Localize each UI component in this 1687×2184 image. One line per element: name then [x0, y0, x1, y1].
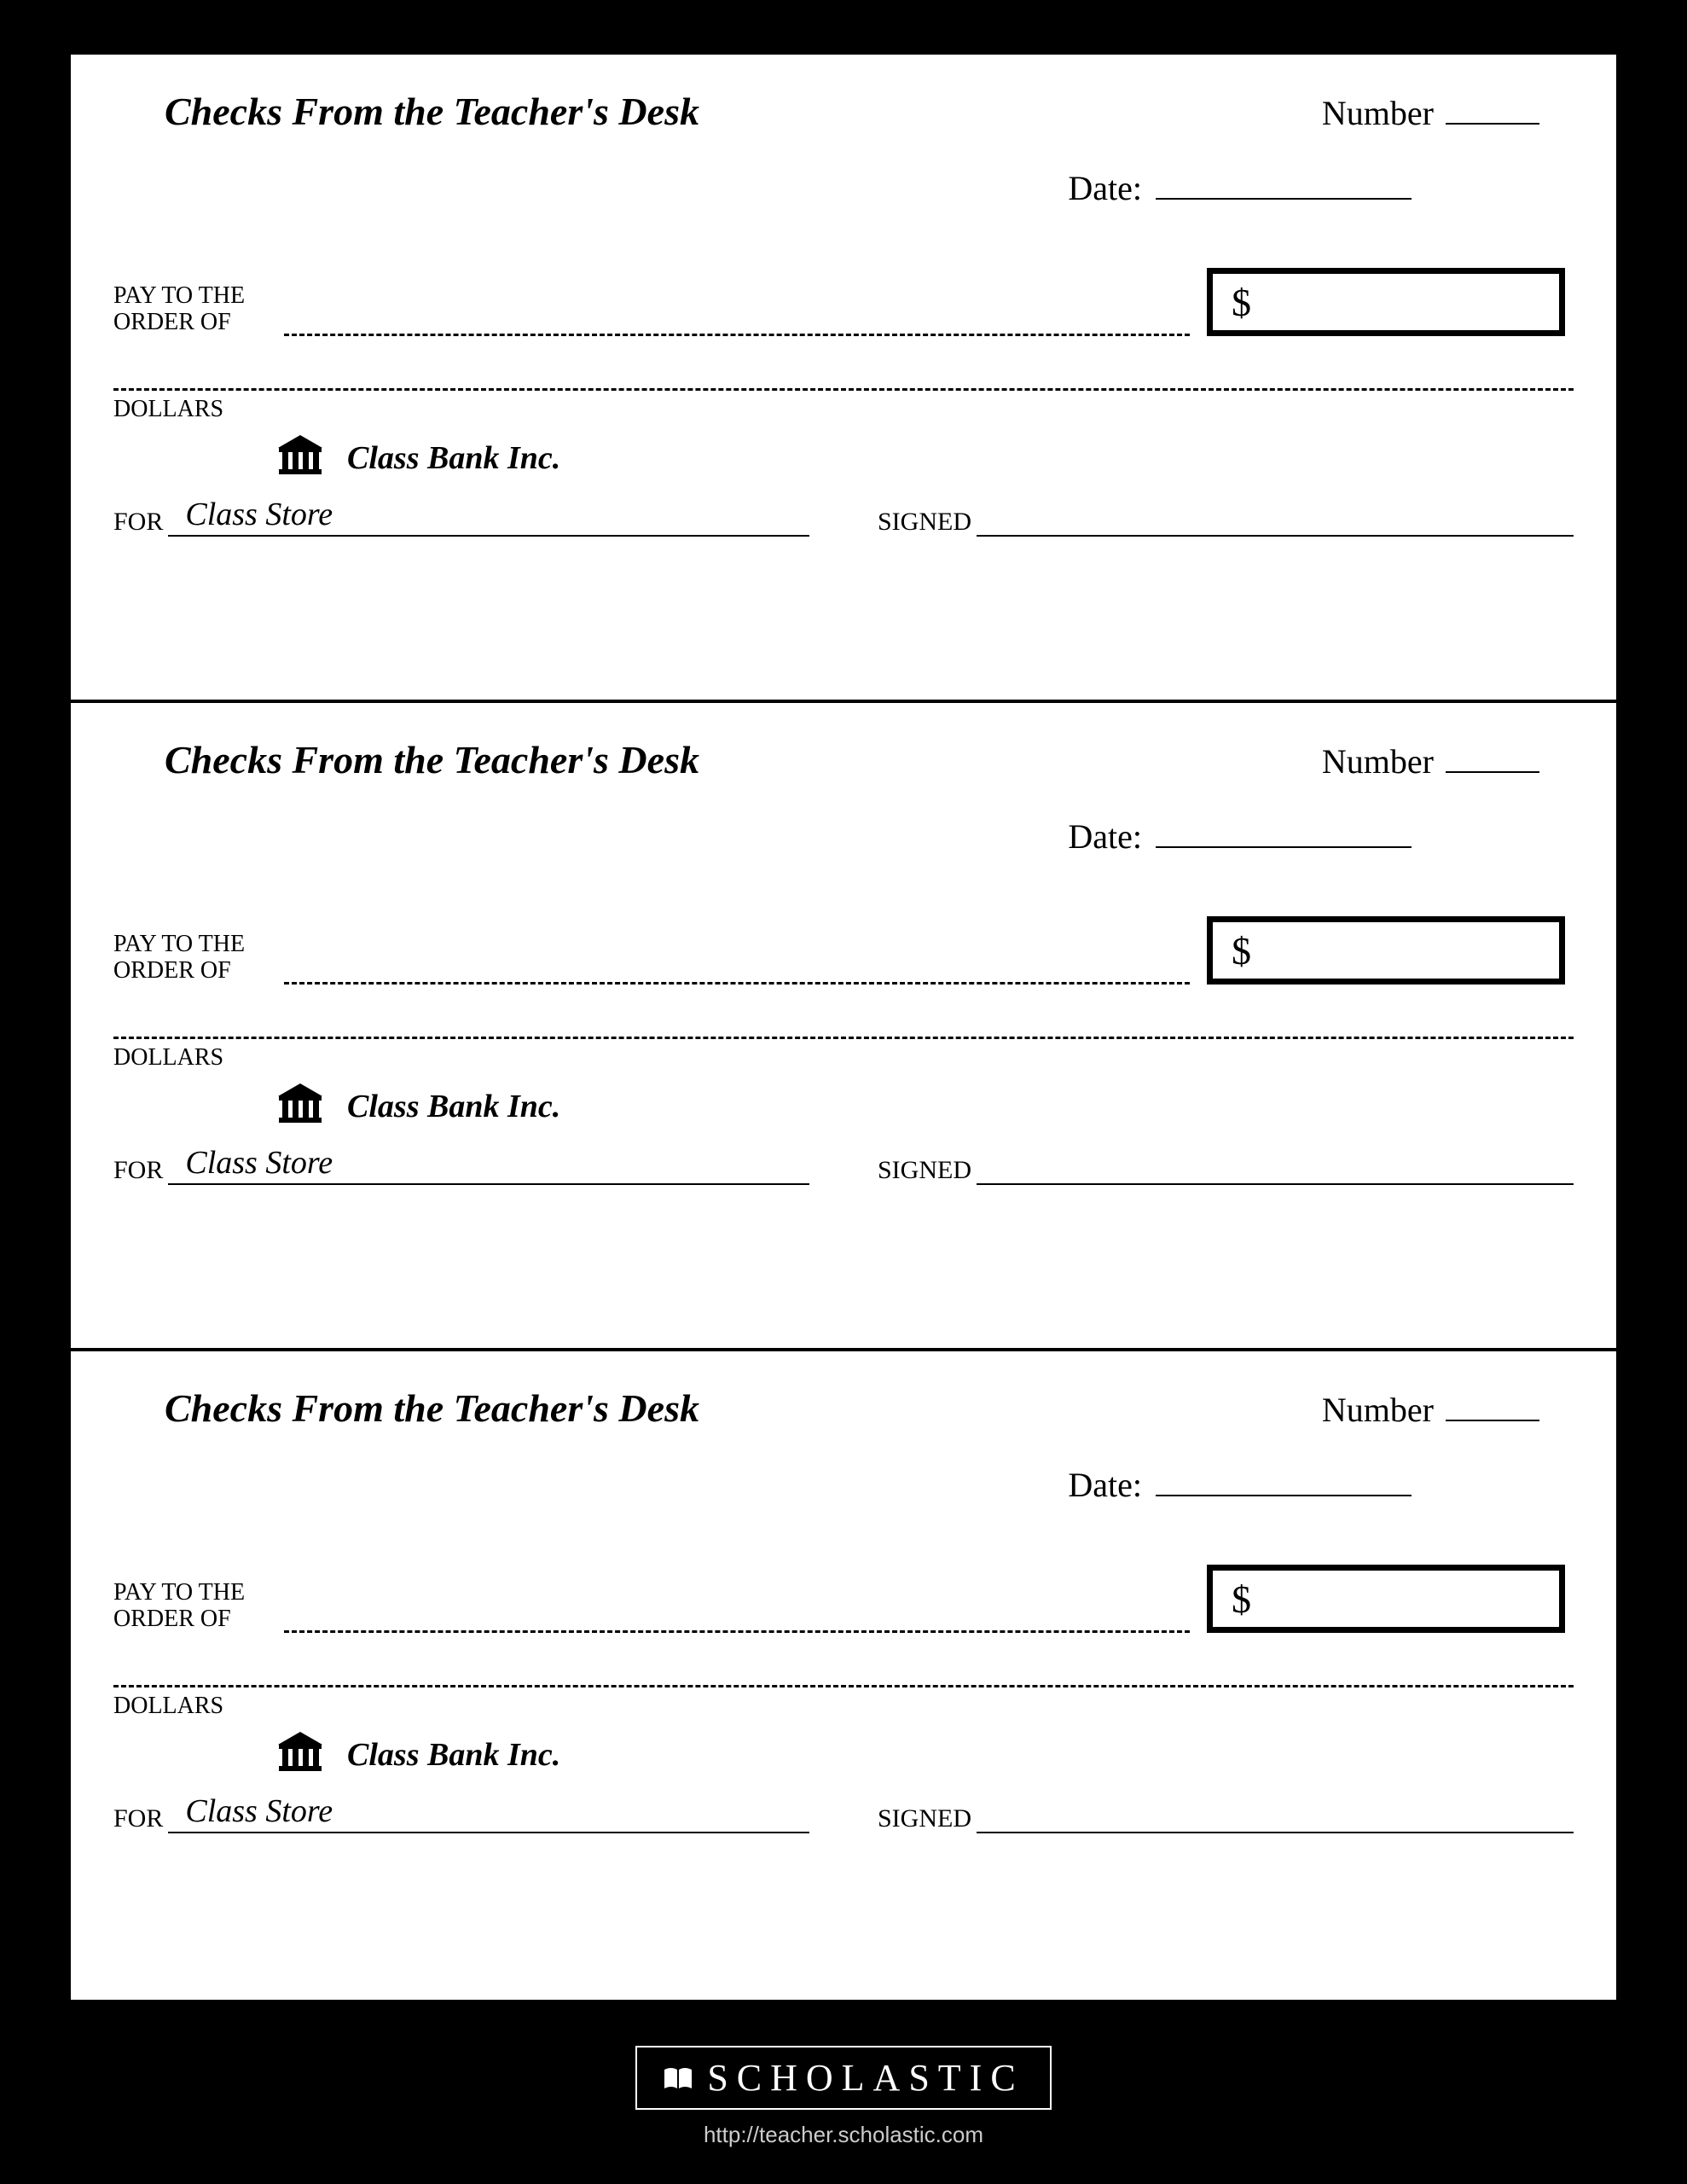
- number-field: Number: [1322, 93, 1539, 133]
- number-field: Number: [1322, 741, 1539, 781]
- payto-label: PAY TO THE ORDER OF: [113, 283, 284, 336]
- for-label: FOR: [113, 1156, 163, 1185]
- payee-blank[interactable]: [284, 328, 1190, 336]
- bank-name: Class Bank Inc.: [347, 439, 560, 477]
- signed-blank[interactable]: [977, 1154, 1574, 1185]
- date-label: Date:: [1068, 1465, 1142, 1505]
- signed-field: SIGNED: [878, 506, 1574, 537]
- bank-icon: [275, 1732, 325, 1777]
- date-blank[interactable]: [1156, 1466, 1412, 1496]
- check-3: Checks From the Teacher's Desk Number Da…: [71, 1351, 1616, 2000]
- dollars-blank[interactable]: [113, 1036, 1574, 1039]
- number-blank[interactable]: [1446, 1391, 1539, 1421]
- number-blank[interactable]: [1446, 94, 1539, 125]
- check-title: Checks From the Teacher's Desk: [165, 1385, 699, 1431]
- dollars-row: DOLLARS: [113, 1036, 1574, 1072]
- dollar-sign: $: [1232, 1577, 1251, 1622]
- date-label: Date:: [1068, 168, 1142, 208]
- check-1: Checks From the Teacher's Desk Number Da…: [71, 55, 1616, 703]
- bank-name: Class Bank Inc.: [347, 1088, 560, 1125]
- signed-field: SIGNED: [878, 1803, 1574, 1833]
- number-label: Number: [1322, 93, 1434, 133]
- signed-label: SIGNED: [878, 1156, 971, 1185]
- bank-row: Class Bank Inc.: [275, 435, 1574, 480]
- number-blank[interactable]: [1446, 742, 1539, 773]
- check-2: Checks From the Teacher's Desk Number Da…: [71, 703, 1616, 1351]
- date-field: Date:: [113, 1465, 1412, 1505]
- dollar-sign: $: [1232, 928, 1251, 973]
- page-footer: SCHOLASTIC http://teacher.scholastic.com: [635, 2046, 1051, 2148]
- dollars-row: DOLLARS: [113, 387, 1574, 423]
- book-icon: [663, 2056, 693, 2100]
- dollars-blank[interactable]: [113, 387, 1574, 391]
- footer-url: http://teacher.scholastic.com: [704, 2122, 983, 2148]
- check-header: Checks From the Teacher's Desk Number: [113, 1385, 1574, 1431]
- for-field: FOR Class Store: [113, 1803, 809, 1833]
- bottom-row: FOR Class Store SIGNED: [113, 1803, 1574, 1833]
- for-label: FOR: [113, 1804, 163, 1833]
- for-value: Class Store: [185, 1144, 333, 1182]
- date-field: Date:: [113, 168, 1412, 208]
- worksheet-page: Checks From the Teacher's Desk Number Da…: [67, 51, 1620, 2003]
- for-blank[interactable]: Class Store: [168, 506, 809, 537]
- signed-label: SIGNED: [878, 1804, 971, 1833]
- number-field: Number: [1322, 1390, 1539, 1430]
- brand-text: SCHOLASTIC: [707, 2056, 1023, 2100]
- date-blank[interactable]: [1156, 817, 1412, 848]
- dollars-row: DOLLARS: [113, 1684, 1574, 1720]
- bank-icon: [275, 435, 325, 480]
- payto-label: PAY TO THE ORDER OF: [113, 932, 284, 985]
- number-label: Number: [1322, 1390, 1434, 1430]
- check-title: Checks From the Teacher's Desk: [165, 89, 699, 134]
- bank-row: Class Bank Inc.: [275, 1732, 1574, 1777]
- dollars-label: DOLLARS: [113, 1044, 1574, 1072]
- payto-label: PAY TO THE ORDER OF: [113, 1580, 284, 1633]
- bottom-row: FOR Class Store SIGNED: [113, 1154, 1574, 1185]
- dollars-label: DOLLARS: [113, 396, 1574, 423]
- check-title: Checks From the Teacher's Desk: [165, 737, 699, 782]
- payto-row: PAY TO THE ORDER OF $: [113, 916, 1574, 985]
- for-field: FOR Class Store: [113, 506, 809, 537]
- bank-icon: [275, 1083, 325, 1129]
- bottom-row: FOR Class Store SIGNED: [113, 506, 1574, 537]
- date-field: Date:: [113, 816, 1412, 857]
- date-label: Date:: [1068, 816, 1142, 857]
- payto-row: PAY TO THE ORDER OF $: [113, 268, 1574, 336]
- dollars-blank[interactable]: [113, 1684, 1574, 1687]
- for-blank[interactable]: Class Store: [168, 1803, 809, 1833]
- for-label: FOR: [113, 508, 163, 537]
- signed-blank[interactable]: [977, 1803, 1574, 1833]
- signed-field: SIGNED: [878, 1154, 1574, 1185]
- dollar-sign: $: [1232, 280, 1251, 325]
- for-field: FOR Class Store: [113, 1154, 809, 1185]
- bank-row: Class Bank Inc.: [275, 1083, 1574, 1129]
- check-header: Checks From the Teacher's Desk Number: [113, 89, 1574, 134]
- signed-blank[interactable]: [977, 506, 1574, 537]
- amount-box[interactable]: $: [1207, 1565, 1565, 1633]
- bank-name: Class Bank Inc.: [347, 1736, 560, 1774]
- number-label: Number: [1322, 741, 1434, 781]
- payto-row: PAY TO THE ORDER OF $: [113, 1565, 1574, 1633]
- scholastic-logo: SCHOLASTIC: [635, 2046, 1051, 2110]
- amount-box[interactable]: $: [1207, 268, 1565, 336]
- payee-blank[interactable]: [284, 1624, 1190, 1633]
- dollars-label: DOLLARS: [113, 1693, 1574, 1720]
- payee-blank[interactable]: [284, 976, 1190, 985]
- signed-label: SIGNED: [878, 508, 971, 537]
- for-value: Class Store: [185, 1792, 333, 1830]
- for-value: Class Store: [185, 496, 333, 533]
- date-blank[interactable]: [1156, 169, 1412, 200]
- amount-box[interactable]: $: [1207, 916, 1565, 985]
- check-header: Checks From the Teacher's Desk Number: [113, 737, 1574, 782]
- for-blank[interactable]: Class Store: [168, 1154, 809, 1185]
